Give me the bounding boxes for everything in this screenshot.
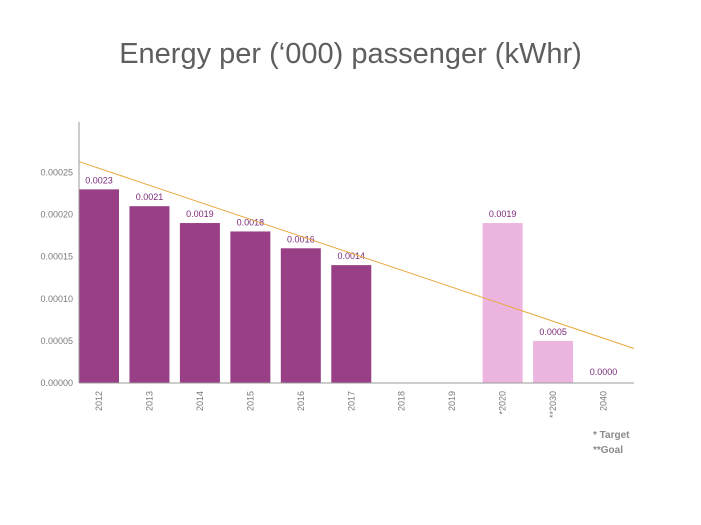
data-label-2020: 0.0019 xyxy=(489,209,517,219)
data-label-2017: 0.0014 xyxy=(338,251,366,261)
note-goal: **Goal xyxy=(593,445,624,456)
y-tick-label: 0.00000 xyxy=(40,378,73,388)
x-tick-label: 2012 xyxy=(94,391,104,411)
data-label-2030: 0.0005 xyxy=(539,327,567,337)
x-tick-label: **2030 xyxy=(548,391,558,418)
x-tick-label: 2016 xyxy=(296,391,306,411)
axes-group xyxy=(78,122,634,384)
y-tick-label: 0.00010 xyxy=(40,294,73,304)
x-tick-label: 2040 xyxy=(599,391,609,411)
data-label-2014: 0.0019 xyxy=(186,209,214,219)
x-ticks-group: 2012 2013 2014 2015 2016 2017 2018 2019 *2020 **2… xyxy=(94,391,609,418)
data-label-2013: 0.0021 xyxy=(136,192,164,202)
y-tick-label: 0.00005 xyxy=(40,336,73,346)
data-label-2015: 0.0018 xyxy=(237,217,265,227)
bar-2017 xyxy=(331,265,372,383)
data-labels-group: 0.0023 0.0021 0.0019 0.0018 0.0016 0.0014 0.00… xyxy=(85,175,617,377)
x-tick-label: 2013 xyxy=(144,391,154,411)
y-tick-label: 0.00020 xyxy=(40,210,73,220)
chart-title: Energy per (‘000) passenger (kWhr) xyxy=(119,38,582,70)
x-tick-label: 2019 xyxy=(447,391,457,411)
bar-2030 xyxy=(533,340,574,383)
trend-line xyxy=(78,161,635,349)
x-tick-label: 2015 xyxy=(245,391,255,411)
y-tick-label: 0.00025 xyxy=(40,168,73,178)
x-tick-label: 2014 xyxy=(195,391,205,411)
y-ticks-group: 0.00000 0.00005 0.00010 0.00015 0.00020 0.000… xyxy=(40,168,73,388)
note-target: * Target xyxy=(593,430,630,441)
bar-2013 xyxy=(129,206,170,383)
data-label-2016: 0.0016 xyxy=(287,234,315,244)
data-label-2040: 0.0000 xyxy=(590,367,618,377)
trendline-group xyxy=(78,161,635,349)
bar-2015 xyxy=(230,231,271,383)
bar-2014 xyxy=(179,223,220,383)
bar-2020 xyxy=(482,223,523,383)
x-tick-label: 2018 xyxy=(397,391,407,411)
bar-2016 xyxy=(280,248,321,383)
bars-group xyxy=(79,189,574,383)
y-tick-label: 0.00015 xyxy=(40,252,73,262)
bar-2012 xyxy=(79,189,119,383)
x-tick-label: *2020 xyxy=(498,391,508,415)
x-tick-label: 2017 xyxy=(346,391,356,411)
data-label-2012: 0.0023 xyxy=(85,175,113,185)
